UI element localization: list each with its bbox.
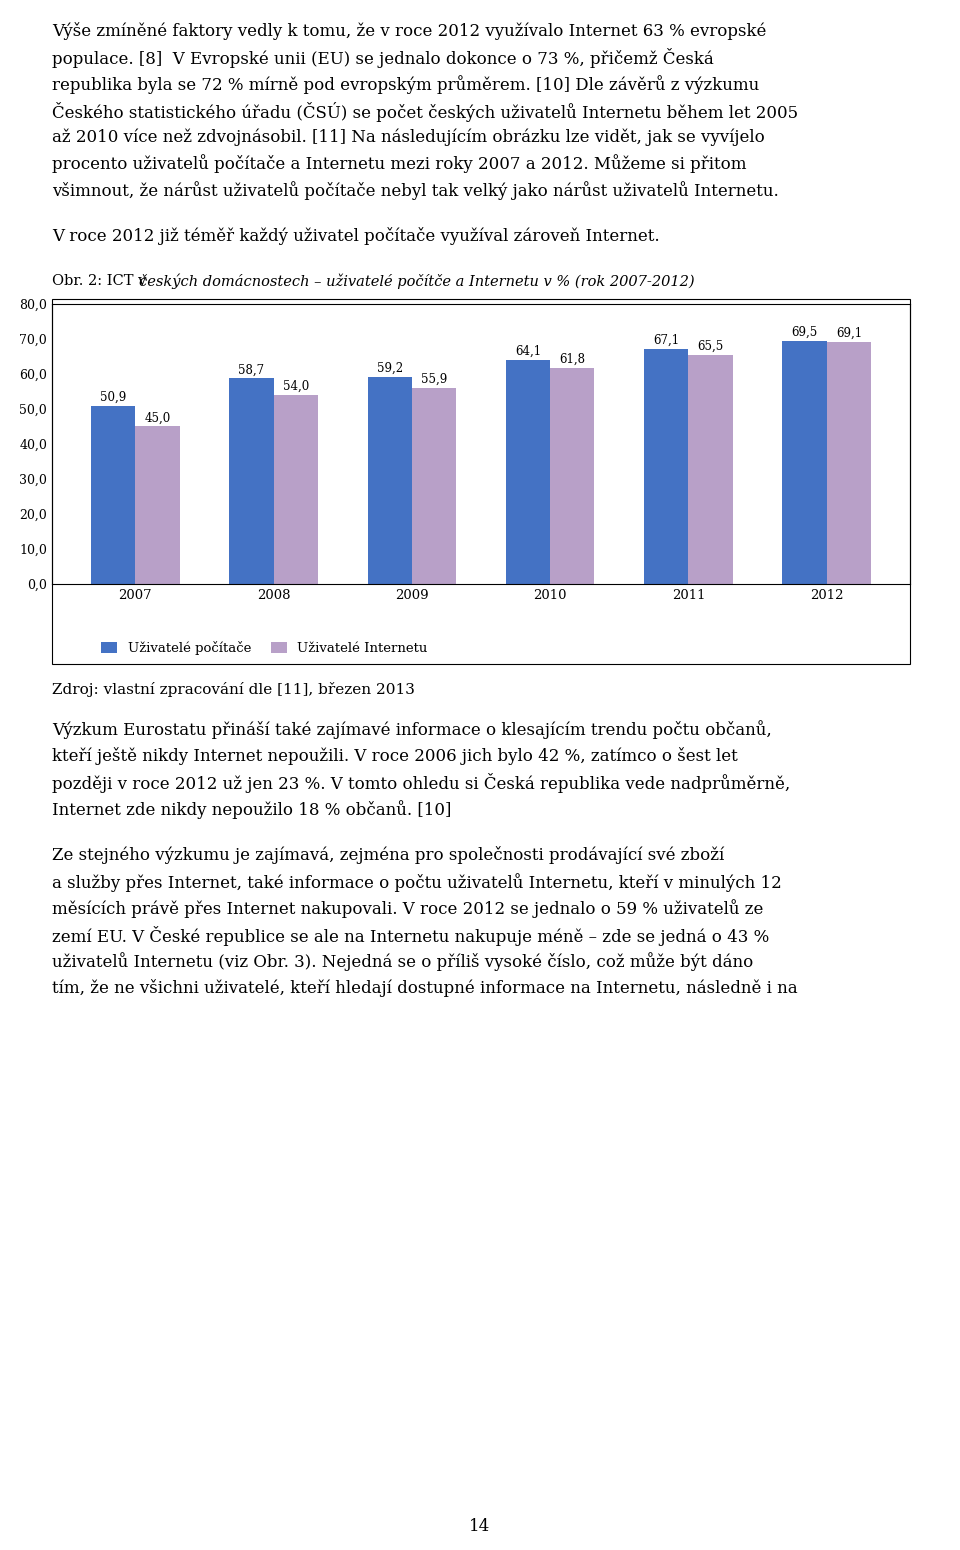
Text: populace. [8]  V Evropské unii (EU) se jednalo dokonce o 73 %, přičemž Česká: populace. [8] V Evropské unii (EU) se je… <box>52 48 713 68</box>
Text: 59,2: 59,2 <box>376 361 403 375</box>
Text: Výzkum Eurostatu přináší také zajímavé informace o klesajícím trendu počtu občan: Výzkum Eurostatu přináší také zajímavé i… <box>52 721 772 739</box>
Bar <box>135 426 180 584</box>
Text: uživatelů Internetu (viz Obr. 3). Nejedná se o příliš vysoké číslo, což může být: uživatelů Internetu (viz Obr. 3). Nejedn… <box>52 952 754 972</box>
Bar <box>229 378 274 584</box>
Text: 61,8: 61,8 <box>560 352 586 366</box>
Text: a služby přes Internet, také informace o počtu uživatelů Internetu, kteří v minu: a služby přes Internet, také informace o… <box>52 873 781 891</box>
Bar <box>506 360 550 584</box>
Text: Obr. 2: ICT v: Obr. 2: ICT v <box>52 274 151 288</box>
Text: republika byla se 72 % mírně pod evropským průměrem. [10] Dle závěrů z výzkumu: republika byla se 72 % mírně pod evropsk… <box>52 74 759 95</box>
Text: 65,5: 65,5 <box>698 339 724 352</box>
Text: všimnout, že nárůst uživatelů počítače nebyl tak velký jako nárůst uživatelů Int: všimnout, že nárůst uživatelů počítače n… <box>52 181 779 200</box>
Text: tím, že ne všichni uživatelé, kteří hledají dostupné informace na Internetu, nás: tím, že ne všichni uživatelé, kteří hled… <box>52 978 798 997</box>
Text: Internet zde nikdy nepoužilo 18 % občanů. [10]: Internet zde nikdy nepoužilo 18 % občanů… <box>52 800 451 818</box>
Text: 69,1: 69,1 <box>836 327 862 339</box>
Text: Ze stejného výzkumu je zajímavá, zejména pro společnosti prodávající své zboží: Ze stejného výzkumu je zajímavá, zejména… <box>52 846 724 865</box>
Text: 50,9: 50,9 <box>100 391 127 403</box>
Text: 67,1: 67,1 <box>653 333 680 347</box>
Text: Výše zmíněné faktory vedly k tomu, že v roce 2012 využívalo Internet 63 % evrops: Výše zmíněné faktory vedly k tomu, že v … <box>52 22 766 40</box>
Bar <box>274 395 318 584</box>
Text: 54,0: 54,0 <box>282 380 309 392</box>
Text: českých domácnostech – uživatelé počítče a Internetu v % (rok 2007-2012): českých domácnostech – uživatelé počítče… <box>139 274 695 290</box>
Text: 45,0: 45,0 <box>144 411 171 425</box>
Bar <box>368 377 412 584</box>
Bar <box>550 367 594 584</box>
Text: Zdroj: vlastní zpracování dle [11], březen 2013: Zdroj: vlastní zpracování dle [11], břez… <box>52 682 415 698</box>
Legend: Uživatelé počítače, Uživatelé Internetu: Uživatelé počítače, Uživatelé Internetu <box>102 640 428 656</box>
Bar <box>688 355 732 584</box>
Text: později v roce 2012 už jen 23 %. V tomto ohledu si Česká republika vede nadprůmě: později v roce 2012 už jen 23 %. V tomto… <box>52 773 790 794</box>
Text: kteří ještě nikdy Internet nepoužili. V roce 2006 jich bylo 42 %, zatímco o šest: kteří ještě nikdy Internet nepoužili. V … <box>52 747 737 764</box>
Bar <box>412 388 456 584</box>
Text: měsících právě přes Internet nakupovali. V roce 2012 se jednalo o 59 % uživatelů: měsících právě přes Internet nakupovali.… <box>52 899 763 918</box>
Text: V roce 2012 již téměř každý uživatel počítače využíval zároveň Internet.: V roce 2012 již téměř každý uživatel poč… <box>52 228 660 245</box>
Bar <box>644 349 688 584</box>
Text: zemí EU. V České republice se ale na Internetu nakupuje méně – zde se jedná o 43: zemí EU. V České republice se ale na Int… <box>52 925 769 945</box>
Bar <box>782 341 827 584</box>
Text: 64,1: 64,1 <box>515 344 541 358</box>
Text: 55,9: 55,9 <box>420 374 447 386</box>
Text: 69,5: 69,5 <box>791 326 818 338</box>
Text: procento uživatelů počítače a Internetu mezi roky 2007 a 2012. Můžeme si přitom: procento uživatelů počítače a Internetu … <box>52 155 747 174</box>
Text: Českého statistického úřadu (ČSÚ) se počet českých uživatelů Internetu během let: Českého statistického úřadu (ČSÚ) se poč… <box>52 101 798 121</box>
Text: 14: 14 <box>469 1517 491 1534</box>
Text: 58,7: 58,7 <box>238 363 265 377</box>
Bar <box>827 343 871 584</box>
Bar <box>91 406 135 584</box>
Text: až 2010 více než zdvojnásobil. [11] Na následujícím obrázku lze vidět, jak se vy: až 2010 více než zdvojnásobil. [11] Na n… <box>52 129 765 146</box>
